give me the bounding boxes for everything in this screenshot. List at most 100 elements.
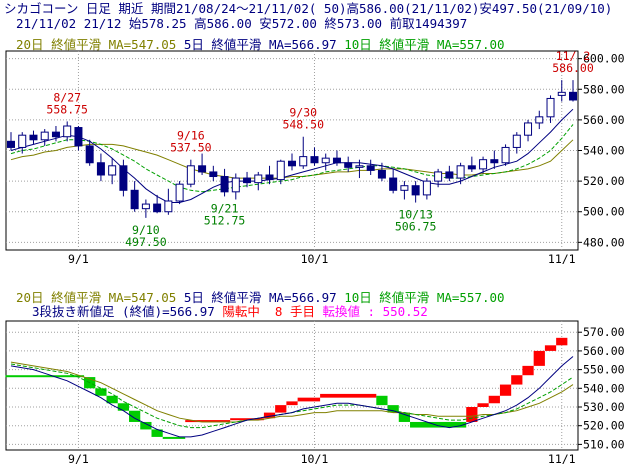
upper-panel-xtick-label: 11/1 (548, 252, 576, 266)
legend-ma10: 10日 終値平滑 MA=557.00 (344, 37, 505, 52)
candle-body (546, 97, 555, 118)
candle-body (40, 131, 49, 141)
candle-body (366, 165, 375, 171)
upper-panel-ytick-label: 600.00 (583, 52, 624, 66)
candle-body (479, 159, 488, 170)
upper-panel-ytick-label: 540.00 (583, 144, 624, 158)
candle-body (467, 165, 476, 170)
brick (95, 388, 107, 396)
candle-body (400, 185, 409, 191)
candle-body (355, 165, 364, 168)
lower-panel-ytick-label: 560.00 (583, 344, 624, 358)
candle-body (63, 125, 72, 138)
brick (185, 420, 231, 423)
candle-body (108, 165, 117, 176)
lower-panel-xtick-label: 10/1 (301, 452, 329, 466)
upper-panel-ytick-label: 480.00 (583, 235, 624, 249)
candle-body (29, 134, 38, 141)
brick (129, 410, 141, 422)
candle-body (524, 122, 533, 136)
brick (398, 412, 411, 422)
chart-header-line2: 21/11/02 21/12 始578.25 高586.00 安572.00 終… (16, 16, 468, 31)
upper-panel-ytick-label: 580.00 (583, 82, 624, 96)
annotation-value: 497.50 (125, 235, 167, 249)
indicator-trend: 陽転中 (222, 304, 260, 319)
annotation-value: 506.75 (395, 220, 437, 234)
lower-panel-ytick-label: 570.00 (583, 325, 624, 339)
candle-body (445, 171, 454, 179)
lower-panel-xtick-label: 11/1 (548, 452, 576, 466)
upper-ma-legend: 20日 終値平滑 MA=547.05 5日 終値平滑 MA=566.97 10日… (16, 37, 624, 52)
legend-ma20: 20日 終値平滑 MA=547.05 (16, 290, 177, 305)
upper-panel-xtick-label: 10/1 (301, 252, 329, 266)
legend-ma10: 10日 終値平滑 MA=557.00 (344, 290, 505, 305)
candle-body (344, 162, 353, 168)
candle-body (51, 131, 60, 138)
brick (5, 375, 85, 378)
lower-panel-ytick-label: 510.00 (583, 437, 624, 451)
ma20-line (10, 361, 574, 423)
candle-body (130, 189, 139, 210)
candle-body (175, 183, 184, 202)
brick (230, 418, 264, 421)
ma5-line (10, 356, 574, 438)
indicator-count-label: 手目 (289, 304, 315, 319)
candle-body (535, 116, 544, 124)
upper-panel-xtick-label: 9/1 (68, 252, 89, 266)
upper-panel-ytick-label: 500.00 (583, 205, 624, 219)
brick (162, 436, 186, 439)
candle-body (186, 165, 195, 185)
indicator-reversal-label: 転換値 : (322, 304, 383, 319)
brick (151, 429, 163, 437)
candle-body (389, 177, 398, 191)
candle-body (456, 165, 465, 179)
lower-panel-ytick-label: 530.00 (583, 400, 624, 414)
indicator-line: 3段抜き新値足 (終値)=566.97 陽転中 8 手目 転換値 : 550.5… (32, 304, 624, 319)
brick (263, 412, 276, 419)
candle-body (310, 156, 319, 164)
brick (522, 365, 534, 376)
candle-body (243, 177, 252, 184)
annotation-value: 586.00 (552, 61, 594, 75)
candle-body (332, 157, 341, 164)
brick (477, 403, 489, 407)
brick (376, 395, 388, 406)
lower-panel-ytick-label: 540.00 (583, 381, 624, 395)
legend-ma5: 5日 終値平滑 MA=566.97 (183, 37, 337, 52)
annotation-date: 9/16 (177, 129, 205, 143)
lower-panel-ytick-label: 550.00 (583, 363, 624, 377)
candle-body (321, 157, 330, 164)
candle-body (569, 91, 577, 101)
brick (286, 401, 298, 406)
annotation-value: 558.75 (46, 102, 88, 116)
candle-body (153, 203, 162, 213)
annotation-date: 9/30 (289, 106, 317, 120)
candle-body (557, 91, 566, 96)
annotation-date: 9/10 (132, 223, 160, 237)
candle-body (141, 203, 150, 210)
brick (140, 421, 152, 430)
brick (297, 397, 321, 402)
ma5-line (10, 108, 574, 203)
legend-ma5: 5日 終値平滑 MA=566.97 (183, 290, 337, 305)
brick (275, 405, 287, 413)
annotation-value: 548.50 (282, 118, 324, 132)
ma20-line (10, 139, 574, 179)
brick (320, 393, 377, 398)
brick (106, 395, 118, 404)
candle-body (377, 169, 386, 179)
candle-body (74, 127, 83, 147)
candle-body (512, 134, 521, 148)
brick (544, 345, 557, 351)
candle-body (501, 146, 510, 164)
annotation-date: 10/13 (398, 208, 433, 222)
brick (387, 405, 399, 413)
legend-ma20: 20日 終値平滑 MA=547.05 (16, 37, 177, 52)
brick (466, 407, 478, 422)
candle-body (276, 160, 285, 181)
candle-body (96, 162, 105, 176)
upper-panel-ytick-label: 520.00 (583, 174, 624, 188)
candle-body (164, 200, 173, 213)
brick (499, 384, 512, 396)
